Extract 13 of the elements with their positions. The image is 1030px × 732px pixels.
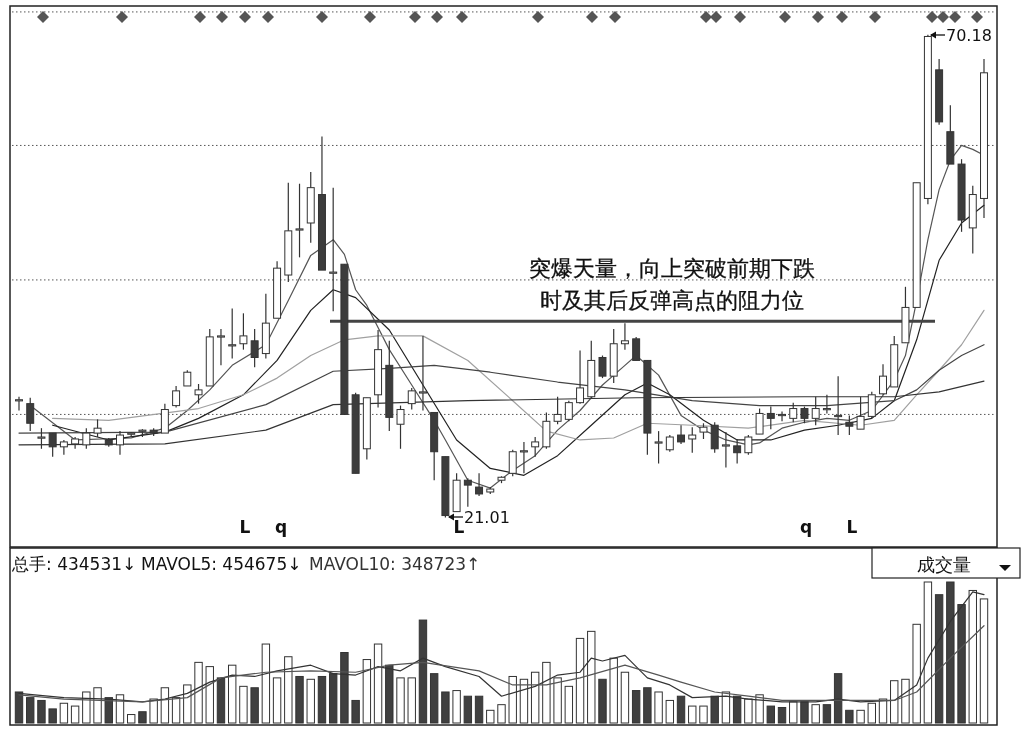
annotation: q xyxy=(799,517,813,537)
annotation: L xyxy=(453,517,465,537)
annotation: 21.01 xyxy=(464,508,510,527)
annotation: 70.18 xyxy=(946,26,992,45)
annotation: L xyxy=(239,517,251,537)
annotation: q xyxy=(274,517,288,537)
text: MAVOL10: 348723↑ xyxy=(309,554,481,574)
text: MAVOL5: 454675↓ xyxy=(141,554,302,574)
annotation: L xyxy=(846,517,858,537)
text: 总手: 434531↓ xyxy=(11,554,137,574)
annotation: 突爆天量，向上突破前期下跌 xyxy=(529,256,815,281)
text: 成交量 xyxy=(917,554,971,575)
annotation: 时及其后反弹高点的阻力位 xyxy=(540,288,804,313)
